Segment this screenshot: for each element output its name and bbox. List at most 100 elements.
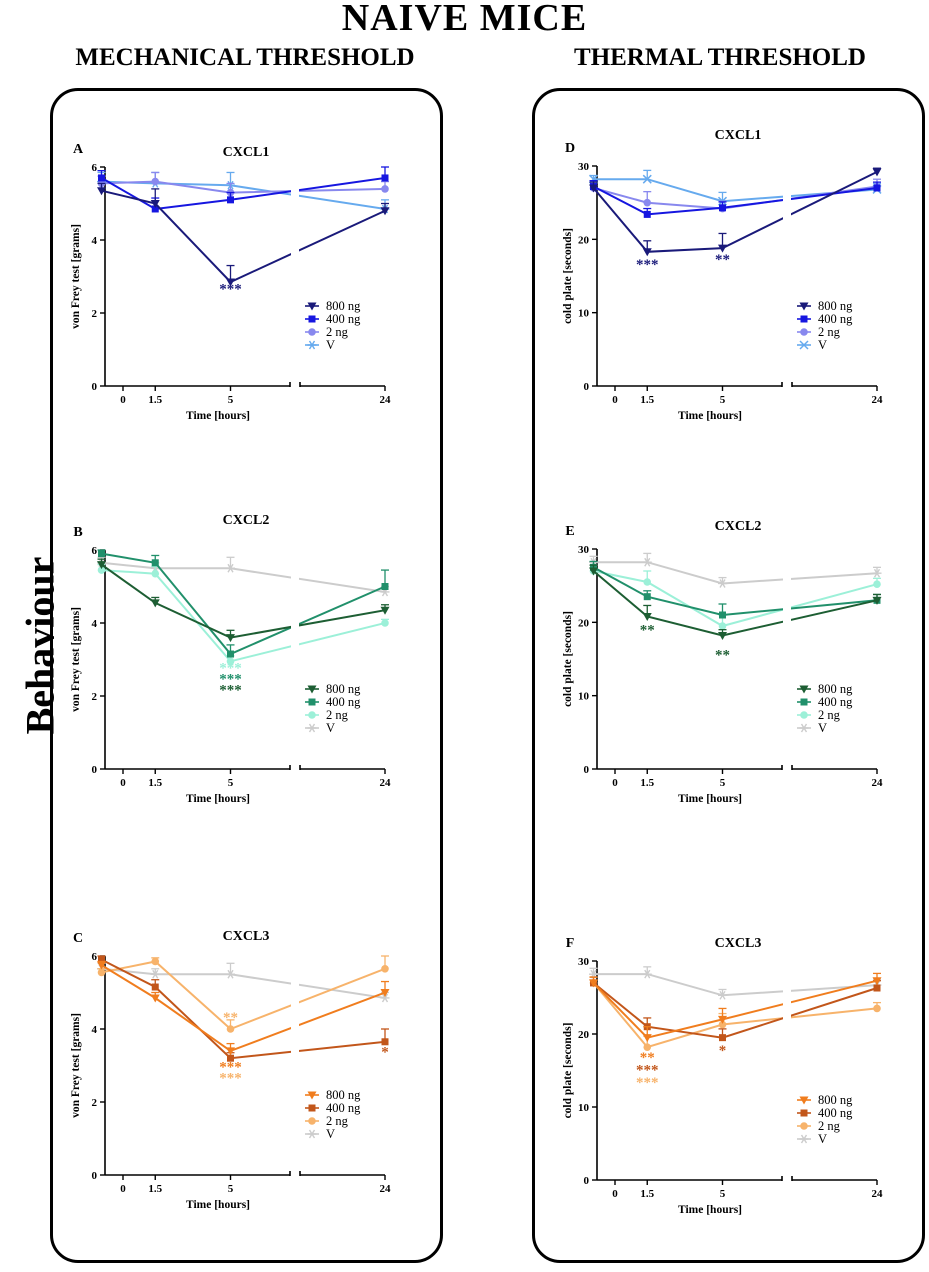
axis-break-gap	[783, 544, 791, 767]
data-point	[151, 177, 160, 186]
series-800-ng	[97, 558, 390, 643]
chart-title: CXCL1	[223, 145, 270, 160]
data-point	[97, 968, 106, 977]
series-line	[101, 189, 386, 284]
legend-label: 2 ng	[818, 708, 841, 722]
series-line	[101, 569, 386, 663]
data-point	[150, 994, 160, 1003]
significance-marker: *	[381, 1045, 389, 1061]
series-line	[101, 967, 386, 999]
data-point	[151, 957, 160, 966]
series-400-ng	[97, 955, 389, 1062]
x-tick-label: 0	[612, 777, 618, 789]
data-point	[719, 1034, 726, 1042]
data-point	[643, 198, 652, 207]
legend-label: 400 ng	[326, 312, 361, 326]
data-point	[97, 561, 106, 570]
legend-label: 400 ng	[326, 695, 361, 709]
legend-label: 400 ng	[818, 1106, 853, 1120]
legend-label: 800 ng	[326, 299, 361, 313]
x-tick-label: 0	[120, 1183, 126, 1195]
y-tick-label: 10	[578, 691, 590, 703]
series-line	[592, 171, 878, 253]
series-line	[592, 982, 878, 1049]
data-point	[97, 566, 106, 574]
significance-marker: ***	[219, 683, 242, 699]
legend-label: 400 ng	[818, 312, 853, 326]
data-point	[150, 200, 160, 208]
x-tick-label: 5	[228, 1183, 234, 1195]
data-point	[380, 606, 390, 615]
panel-box-thermal	[532, 88, 925, 1263]
legend-marker	[307, 723, 317, 733]
series-v	[97, 962, 390, 1003]
legend-label: 2 ng	[326, 708, 349, 722]
data-point	[381, 185, 389, 193]
legend-marker	[799, 1134, 809, 1144]
series-line	[593, 185, 878, 216]
chart-panel-f: F CXCL3 0 10 20 30 cold plate [seconds] 0 1.5 5 24…	[562, 936, 883, 1216]
panel-letter-A: A	[73, 142, 84, 157]
significance-marker: ***	[219, 1059, 242, 1075]
y-tick-label: 20	[578, 234, 590, 246]
legend-label: 400 ng	[326, 1101, 361, 1115]
significance-marker: ***	[219, 672, 242, 688]
significance-marker: *	[719, 1043, 727, 1059]
significance-marker: **	[715, 252, 730, 268]
legend-label: 2 ng	[326, 325, 349, 339]
legend-label: 400 ng	[818, 695, 853, 709]
series-line	[101, 180, 386, 194]
data-point	[226, 563, 235, 573]
legend-label: 800 ng	[818, 682, 853, 696]
x-axis-label: Time [hours]	[186, 1199, 250, 1211]
legend-marker	[307, 685, 317, 694]
x-tick-label: 0	[120, 777, 126, 789]
legend-marker	[799, 685, 809, 694]
data-point	[719, 204, 726, 212]
legend-label: V	[326, 338, 335, 352]
series-v	[589, 552, 882, 588]
y-tick-label: 0	[584, 764, 590, 776]
data-point	[97, 961, 106, 970]
y-tick-label: 4	[92, 618, 98, 630]
data-point	[226, 969, 235, 979]
x-axis-label: Time [hours]	[678, 793, 742, 805]
data-point	[151, 569, 160, 578]
data-point	[642, 1034, 652, 1043]
series-v	[588, 169, 882, 206]
series-v	[97, 556, 390, 597]
y-tick-label: 2	[92, 691, 98, 703]
column-title-mechanical: MECHANICAL THRESHOLD	[75, 44, 415, 71]
legend-marker	[800, 711, 808, 719]
legend-label: 800 ng	[818, 1093, 853, 1107]
chart-title: CXCL3	[715, 936, 762, 951]
data-point	[381, 1038, 389, 1046]
y-tick-label: 6	[92, 545, 98, 557]
x-axis-label: Time [hours]	[186, 410, 250, 422]
y-tick-label: 0	[584, 1175, 590, 1187]
legend-label: 2 ng	[326, 1114, 349, 1128]
data-point	[718, 1015, 727, 1024]
legend-label: 800 ng	[326, 682, 361, 696]
data-point	[151, 559, 159, 567]
data-point	[227, 650, 234, 658]
legend-label: V	[326, 721, 335, 735]
legend-label: V	[818, 338, 827, 352]
significance-marker: ***	[219, 281, 242, 297]
series-line	[593, 570, 878, 628]
data-point	[151, 983, 159, 991]
chart-panel-e: E CXCL2 0 10 20 30 cold plate [seconds] 0 1.5 5 24…	[562, 519, 883, 805]
series-line	[101, 960, 386, 1031]
data-point	[872, 568, 882, 578]
significance-marker: ***	[636, 257, 659, 273]
data-point	[718, 1020, 727, 1029]
x-tick-label: 24	[380, 394, 392, 406]
legend-label: 2 ng	[818, 1119, 841, 1133]
series-line	[100, 563, 386, 639]
data-point	[873, 984, 881, 992]
column-title-thermal: THERMAL THRESHOLD	[574, 44, 866, 71]
panel-letter-B: B	[73, 525, 82, 540]
legend-marker	[799, 723, 809, 733]
legend-marker	[307, 340, 317, 350]
